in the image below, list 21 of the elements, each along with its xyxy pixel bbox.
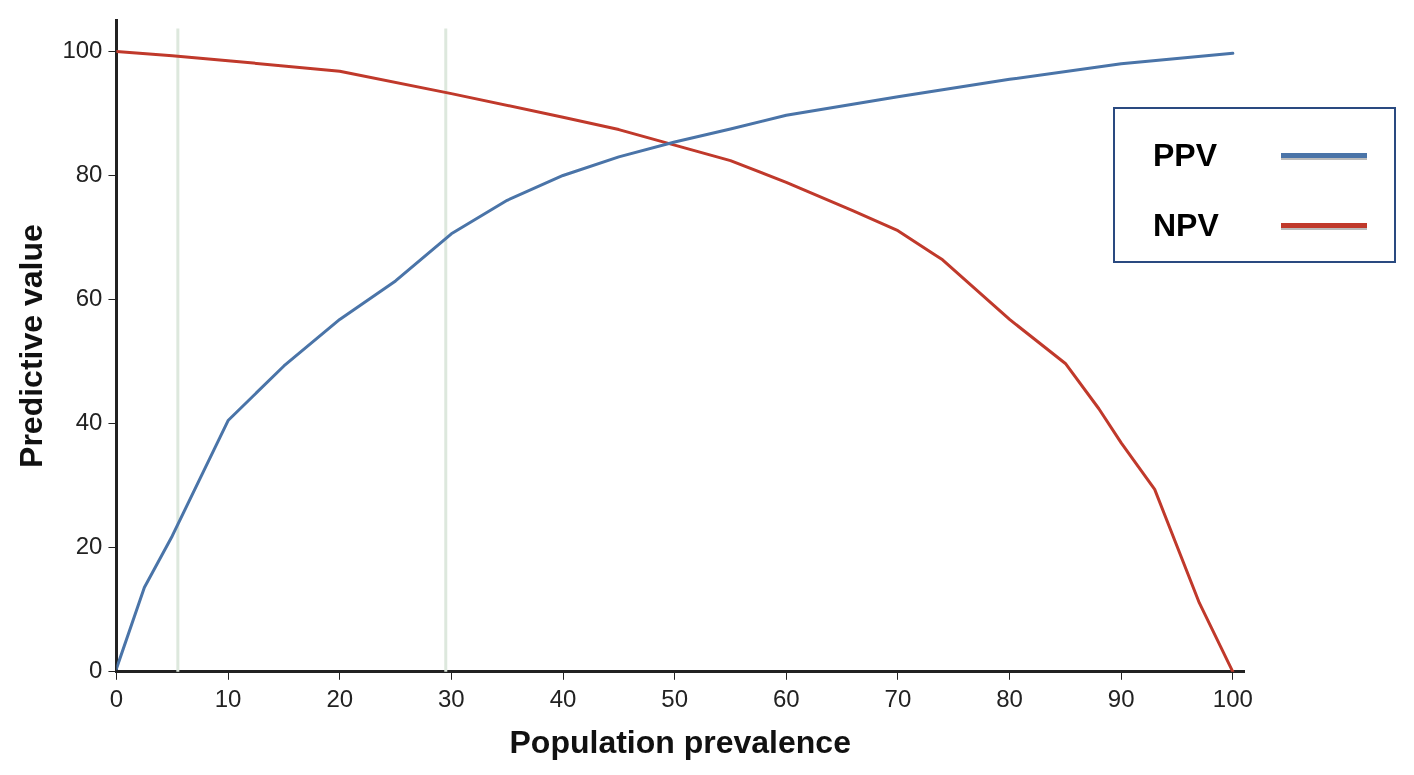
y-tick-label: 80: [75, 160, 103, 188]
x-tick-label: 100: [1212, 684, 1253, 712]
x-tick-label: 30: [438, 684, 465, 712]
x-tick-label: 60: [772, 684, 800, 712]
x-tick-label: 40: [549, 684, 577, 712]
x-tick-label: 70: [884, 684, 912, 712]
y-tick-label: 0: [89, 656, 103, 684]
legend-label: NPV: [1153, 207, 1220, 244]
y-tick-label: 100: [62, 36, 103, 64]
y-tick-label: 60: [75, 284, 103, 312]
x-tick-label: 20: [326, 684, 354, 712]
x-tick-label: 90: [1107, 684, 1135, 712]
y-tick-label: 20: [75, 532, 103, 560]
y-axis-title: Predictive value: [13, 224, 50, 468]
x-tick-label: 80: [996, 684, 1023, 712]
x-tick-label: 10: [214, 684, 242, 712]
x-axis-title: Population prevalence: [509, 723, 851, 760]
legend-label: PPV: [1153, 137, 1219, 174]
x-tick-label: 50: [661, 684, 688, 712]
x-tick-label: 0: [109, 684, 124, 712]
y-tick-label: 40: [75, 408, 103, 436]
